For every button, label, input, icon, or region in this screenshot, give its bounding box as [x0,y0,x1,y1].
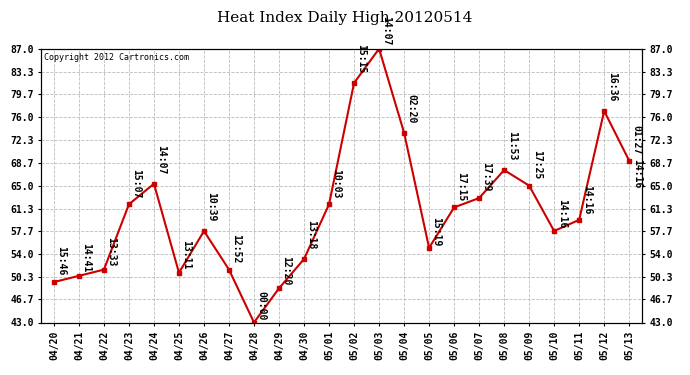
Text: 16:36: 16:36 [607,72,617,102]
Text: 15:07: 15:07 [131,169,141,198]
Text: 02:20: 02:20 [406,94,417,123]
Text: Copyright 2012 Cartronics.com: Copyright 2012 Cartronics.com [44,53,189,62]
Text: 01:27: 01:27 [631,125,642,154]
Text: 14:16: 14:16 [557,198,566,228]
Text: 13:33: 13:33 [106,237,117,267]
Text: Heat Index Daily High 20120514: Heat Index Daily High 20120514 [217,11,473,25]
Text: 17:39: 17:39 [482,162,491,192]
Text: 10:39: 10:39 [206,192,217,222]
Text: 14:07: 14:07 [382,16,391,46]
Text: 10:03: 10:03 [331,169,342,198]
Text: 13:18: 13:18 [306,220,317,250]
Text: 14:16: 14:16 [582,186,591,215]
Text: 14:16: 14:16 [631,159,642,189]
Text: 12:52: 12:52 [231,234,241,263]
Text: 15:19: 15:19 [431,217,442,246]
Text: 17:15: 17:15 [457,172,466,201]
Text: 12:20: 12:20 [282,256,291,285]
Text: 17:25: 17:25 [531,150,542,179]
Text: 00:00: 00:00 [257,291,266,321]
Text: 14:41: 14:41 [81,243,91,273]
Text: 15:46: 15:46 [57,246,66,276]
Text: 11:53: 11:53 [506,131,517,161]
Text: 14:07: 14:07 [157,145,166,174]
Text: 13:11: 13:11 [181,240,191,270]
Text: 15:15: 15:15 [357,44,366,74]
